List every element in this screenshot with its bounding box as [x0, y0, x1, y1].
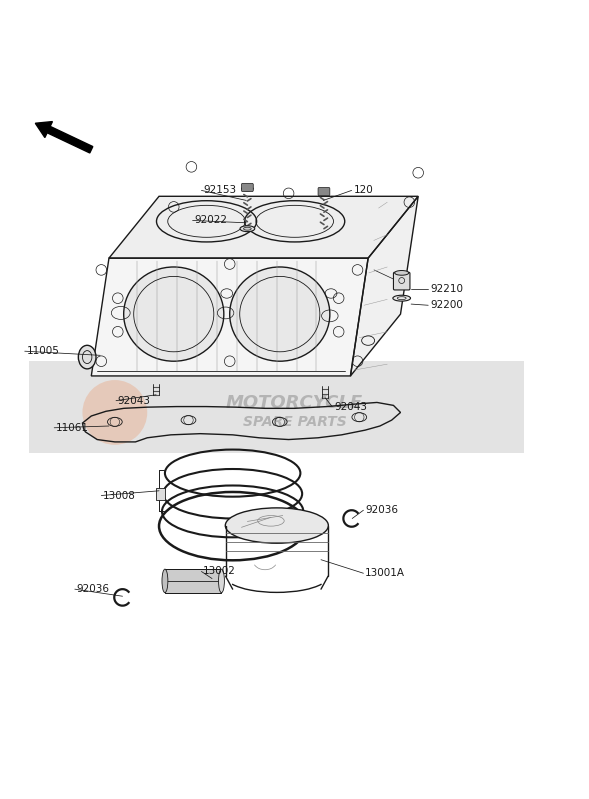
Ellipse shape [230, 267, 330, 361]
Ellipse shape [219, 569, 224, 593]
Ellipse shape [244, 227, 251, 230]
Ellipse shape [225, 508, 328, 543]
Polygon shape [91, 258, 368, 376]
Text: 92036: 92036 [365, 505, 398, 515]
Text: MOTORCYCLE: MOTORCYCLE [226, 394, 363, 412]
Text: 13001A: 13001A [365, 568, 405, 578]
Bar [156, 488, 165, 499]
Text: 13002: 13002 [203, 566, 236, 577]
Text: 92210: 92210 [430, 284, 463, 294]
Polygon shape [350, 197, 418, 376]
Polygon shape [109, 197, 418, 258]
Text: 92200: 92200 [430, 300, 463, 310]
Text: SPARE PARTS: SPARE PARTS [243, 415, 346, 429]
Ellipse shape [240, 226, 254, 232]
Text: 120: 120 [353, 185, 373, 196]
FancyBboxPatch shape [393, 272, 410, 290]
Bar [29, 361, 524, 452]
Text: 92043: 92043 [118, 396, 151, 406]
Text: 92022: 92022 [194, 216, 227, 225]
Text: 92153: 92153 [203, 185, 236, 196]
Circle shape [82, 380, 147, 445]
FancyBboxPatch shape [318, 188, 330, 196]
Text: 11005: 11005 [27, 346, 59, 356]
Text: 13008: 13008 [103, 491, 136, 500]
Text: 11061: 11061 [56, 423, 89, 433]
Ellipse shape [162, 569, 168, 593]
FancyBboxPatch shape [241, 183, 253, 192]
FancyBboxPatch shape [165, 569, 221, 593]
Ellipse shape [241, 186, 253, 191]
Text: 92036: 92036 [77, 584, 110, 594]
Ellipse shape [124, 267, 224, 361]
Text: 92043: 92043 [334, 402, 367, 411]
Ellipse shape [78, 345, 96, 369]
FancyArrow shape [35, 121, 93, 153]
Ellipse shape [395, 271, 409, 275]
Ellipse shape [393, 296, 411, 301]
